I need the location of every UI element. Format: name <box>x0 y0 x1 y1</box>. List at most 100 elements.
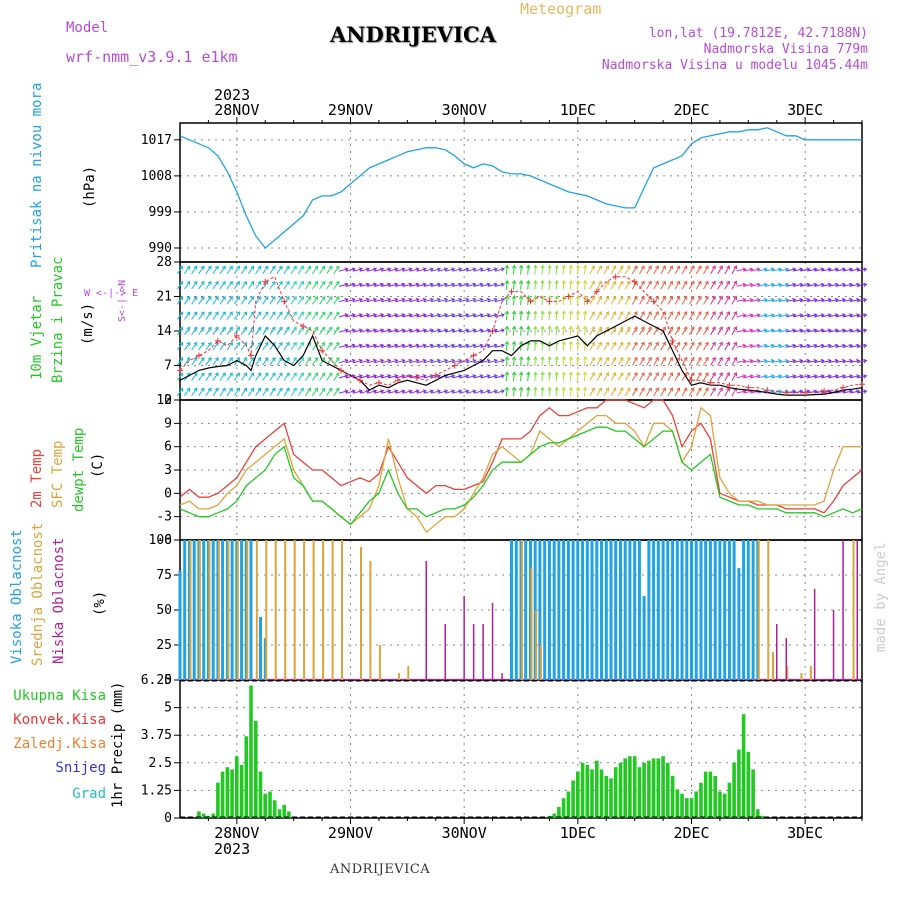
wind-arrow-692 <box>717 387 723 397</box>
wind-arrow-7 <box>176 372 184 381</box>
wind-arrowhead-278 <box>394 374 399 379</box>
wind-arrowhead-865 <box>863 267 868 272</box>
wind-arrowhead-372 <box>472 297 477 303</box>
wind-arrow-638 <box>674 387 680 397</box>
wind-arrow-89 <box>240 388 247 396</box>
wind-arrowhead-694 <box>726 265 730 270</box>
cloud-mid-bar-0 <box>189 540 192 680</box>
precip-bar-43 <box>613 767 618 818</box>
wind-arrow-444 <box>527 311 529 321</box>
precip-bar-33 <box>566 791 571 818</box>
wind-arrowhead-400 <box>493 313 498 318</box>
wind-arrow-641 <box>681 296 688 305</box>
precip-bar-45 <box>623 758 627 818</box>
wind-arrow-770 <box>779 344 789 348</box>
wind-arrow-32 <box>198 342 205 351</box>
wind-arrowhead-64 <box>229 265 233 270</box>
cloud-low-bar-5 <box>491 603 494 680</box>
wind-arrow-570 <box>624 311 631 320</box>
wind-arrow-528 <box>589 357 595 366</box>
wind-arrowhead-432 <box>511 386 517 391</box>
cloud-low-bar-7 <box>776 624 778 680</box>
day-label-top-4: 2DEC <box>673 101 709 119</box>
precip-bar-34 <box>571 780 575 818</box>
wind-arrowhead-162 <box>300 387 304 392</box>
cloud-high-bar-42 <box>623 540 627 680</box>
wind-gust-point-24 <box>394 377 401 384</box>
wind-arrow-417 <box>505 311 508 321</box>
wind-arrow-54 <box>219 266 226 274</box>
wind-arrow-526 <box>589 326 595 336</box>
wind-arrow-211 <box>338 329 348 333</box>
wind-arrow-155 <box>297 296 304 305</box>
wind-gust-point-38 <box>527 298 534 305</box>
wind-arrowhead-144 <box>286 387 290 392</box>
wind-arrow-240 <box>360 359 370 364</box>
wind-arrowhead-44 <box>207 372 212 377</box>
wind-arrow-785 <box>793 299 803 302</box>
precip-bar-57 <box>680 793 684 818</box>
wind-arrowhead-352 <box>458 267 463 272</box>
wind-arrow-432 <box>520 265 522 275</box>
precip-bar-62 <box>703 771 708 818</box>
wind-arrow-549 <box>610 265 617 275</box>
wind-arrowhead-120 <box>271 296 276 301</box>
wind-arrowhead-456 <box>533 340 538 345</box>
wind-arrowhead-672 <box>704 341 709 346</box>
ytick-label-0-3: 1017 <box>141 133 172 148</box>
wind-arrowhead-226 <box>358 267 363 272</box>
wind-arrow-664 <box>695 372 702 381</box>
wind-arrowhead-257 <box>380 328 385 333</box>
wind-arrow-190 <box>326 281 333 290</box>
wind-arrowhead-623 <box>669 280 674 285</box>
wind-arrow-374 <box>466 344 476 348</box>
wind-arrow-308 <box>417 298 427 303</box>
wind-arrowhead-77 <box>236 326 240 331</box>
wind-arrowhead-219 <box>351 297 356 303</box>
wind-gust-point-50 <box>631 278 638 285</box>
wind-arrow-187 <box>319 372 326 381</box>
cloud-low-bar-12 <box>856 540 858 680</box>
wind-arrow-537 <box>596 357 602 366</box>
wind-arrow-111 <box>262 311 269 320</box>
wind-arrow-339 <box>438 359 448 364</box>
wind-gust-point-30 <box>451 362 458 369</box>
wind-arrow-166 <box>304 327 311 335</box>
wind-arrow-317 <box>424 298 434 303</box>
wind-arrow-801 <box>807 268 817 272</box>
wind-arrowhead-235 <box>365 267 371 272</box>
wind-arrow-406 <box>495 283 505 287</box>
wind-arrowhead-612 <box>655 387 659 392</box>
wind-arrowhead-97 <box>250 357 255 362</box>
precip-bar-13 <box>239 765 244 818</box>
wind-arrowhead-618 <box>662 341 666 346</box>
wind-arrowhead-450 <box>526 386 531 391</box>
wind-arrow-450 <box>534 265 537 275</box>
wind-arrowhead-433 <box>519 264 524 269</box>
wind-arrowhead-347 <box>451 328 456 333</box>
wind-arrowhead-675 <box>704 387 709 392</box>
wind-arrowhead-503 <box>568 371 574 376</box>
wind-arrow-735 <box>750 360 760 363</box>
wind-arrow-239 <box>360 344 370 348</box>
wind-arrow-397 <box>488 283 498 287</box>
wind-arrowhead-191 <box>328 280 333 285</box>
wind-arrow-257 <box>374 344 384 348</box>
wind-arrow-426 <box>513 311 515 321</box>
wind-arrow-396 <box>488 268 498 272</box>
wind-arrow-291 <box>402 314 412 318</box>
cloud-mid-bar-7 <box>255 540 258 680</box>
wind-arrowhead-493 <box>561 356 566 361</box>
wind-arrowhead-512 <box>575 371 581 376</box>
wind-arrow-76 <box>233 327 240 335</box>
wind-arrowhead-5 <box>179 326 184 331</box>
wind-arrow-161 <box>297 388 304 396</box>
wind-arrowhead-504 <box>568 386 574 391</box>
wind-arrow-786 <box>793 314 803 318</box>
wind-arrowhead-582 <box>633 341 638 346</box>
wind-arrow-203 <box>333 342 340 351</box>
ytick-label-4-1: 1.25 <box>141 783 172 798</box>
wind-arrow-743 <box>757 344 768 348</box>
wind-arrow-871 <box>857 375 867 379</box>
wind-arrow-465 <box>541 356 544 367</box>
